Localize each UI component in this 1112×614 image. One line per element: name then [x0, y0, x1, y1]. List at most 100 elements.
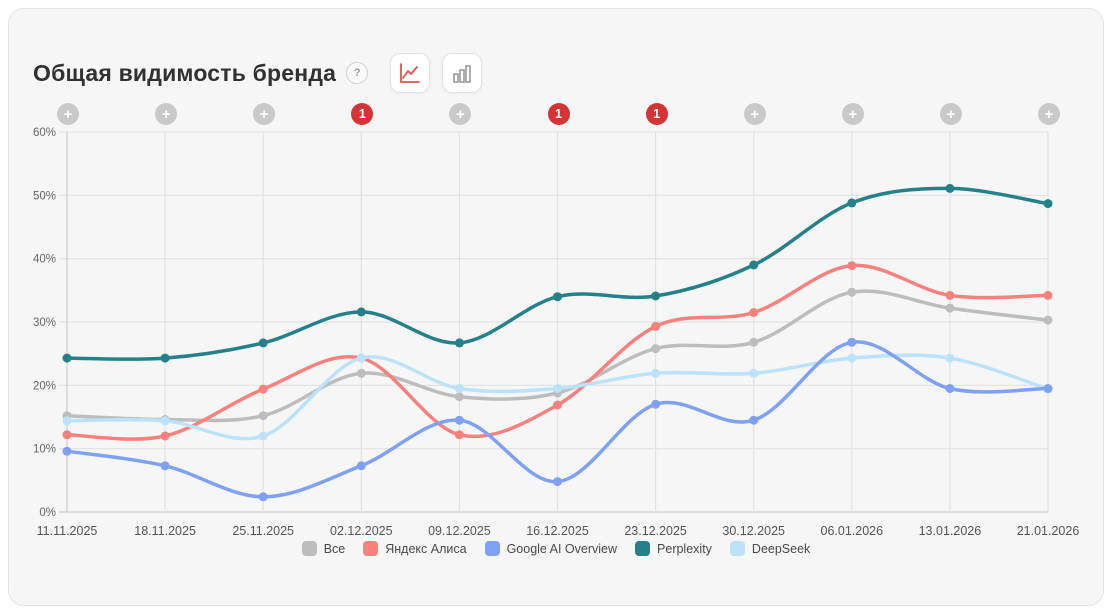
data-point-DeepSeek[interactable]: [847, 353, 857, 363]
data-point-Google AI Overview[interactable]: [62, 446, 72, 456]
x-axis-date-label: 11.11.2025: [37, 524, 98, 538]
x-axis-date-label: 09.12.2025: [428, 524, 491, 538]
y-tick-label: 40%: [33, 254, 56, 266]
event-count-badge[interactable]: 1: [547, 103, 570, 125]
data-point-Яндекс Алиса[interactable]: [258, 384, 268, 394]
add-annotation-button[interactable]: +: [449, 103, 472, 125]
legend-swatch: [363, 541, 379, 556]
legend-swatch: [301, 541, 317, 556]
data-point-Perplexity[interactable]: [160, 353, 170, 363]
chart-legend: Все Яндекс Алиса Google AI Overview Perplex…: [0, 541, 1112, 556]
legend-item-Все[interactable]: Все: [301, 541, 346, 556]
data-point-Все[interactable]: [454, 392, 464, 402]
data-point-Яндекс Алиса[interactable]: [651, 321, 661, 331]
data-point-Google AI Overview[interactable]: [553, 477, 562, 487]
data-point-Google AI Overview[interactable]: [258, 492, 268, 502]
y-tick-label: 50%: [33, 190, 56, 202]
y-tick-label: 60%: [33, 127, 56, 139]
data-point-Google AI Overview[interactable]: [651, 399, 661, 409]
data-point-Все[interactable]: [749, 337, 759, 347]
legend-label: DeepSeek: [751, 541, 811, 556]
data-point-Яндекс Алиса[interactable]: [553, 400, 562, 410]
data-point-Google AI Overview[interactable]: [945, 384, 955, 393]
legend-swatch: [729, 541, 745, 556]
data-point-DeepSeek[interactable]: [651, 368, 661, 378]
legend-item-Яндекс Алиса[interactable]: Яндекс Алиса: [363, 541, 467, 556]
data-point-DeepSeek[interactable]: [749, 368, 759, 378]
data-point-Perplexity[interactable]: [258, 338, 268, 348]
add-annotation-button[interactable]: +: [743, 103, 766, 125]
data-point-DeepSeek[interactable]: [945, 353, 955, 363]
data-point-DeepSeek[interactable]: [62, 416, 72, 426]
data-point-Все[interactable]: [945, 303, 955, 313]
legend-label: Яндекс Алиса: [385, 541, 467, 556]
x-axis-date-label: 30.12.2025: [722, 524, 785, 538]
data-point-Все[interactable]: [356, 368, 366, 378]
x-axis-date-label: 23.12.2025: [624, 524, 687, 538]
legend-swatch: [635, 541, 651, 556]
line-chart-toggle-button[interactable]: [390, 53, 431, 93]
legend-swatch: [484, 541, 500, 556]
data-point-DeepSeek[interactable]: [553, 384, 562, 393]
data-point-Perplexity[interactable]: [1043, 199, 1053, 209]
data-point-DeepSeek[interactable]: [258, 431, 268, 441]
data-point-Яндекс Алиса[interactable]: [749, 308, 759, 317]
legend-item-Perplexity[interactable]: Perplexity: [635, 541, 712, 556]
y-tick-label: 20%: [33, 380, 56, 392]
legend-label: Google AI Overview: [506, 541, 618, 556]
event-count-badge[interactable]: 1: [645, 103, 668, 125]
data-point-DeepSeek[interactable]: [356, 353, 366, 363]
x-axis-date-label: 06.01.2026: [821, 524, 884, 538]
bar-chart-toggle-button[interactable]: [442, 53, 483, 93]
page-title: Общая видимость бренда: [33, 59, 337, 86]
data-point-Perplexity[interactable]: [454, 338, 464, 348]
data-point-Perplexity[interactable]: [62, 353, 72, 363]
data-point-Яндекс Алиса[interactable]: [62, 430, 72, 440]
legend-label: Perplexity: [657, 541, 712, 556]
x-axis-date-label: 21.01.2026: [1017, 524, 1080, 538]
add-annotation-button[interactable]: +: [253, 103, 276, 125]
data-point-Google AI Overview[interactable]: [160, 461, 170, 471]
data-point-Все[interactable]: [651, 344, 661, 354]
event-count-badge[interactable]: 1: [351, 103, 374, 125]
add-annotation-button[interactable]: +: [841, 103, 864, 125]
y-tick-label: 10%: [33, 444, 56, 456]
x-axis-date-label: 18.11.2025: [134, 524, 196, 538]
data-point-Яндекс Алиса[interactable]: [160, 431, 170, 441]
data-point-Яндекс Алиса[interactable]: [454, 430, 464, 440]
data-point-Google AI Overview[interactable]: [454, 415, 464, 425]
add-annotation-button[interactable]: +: [1038, 103, 1060, 125]
x-axis-date-label: 25.11.2025: [232, 524, 294, 538]
help-icon[interactable]: ?: [346, 62, 369, 84]
data-point-Все[interactable]: [1043, 315, 1053, 325]
x-axis-date-label: 13.01.2026: [919, 524, 982, 538]
data-point-Все[interactable]: [847, 287, 857, 297]
legend-item-Google AI Overview[interactable]: Google AI Overview: [484, 541, 618, 556]
data-point-Google AI Overview[interactable]: [1043, 384, 1053, 393]
chart-card: Общая видимость бренда ? + + +1 +1 1 + + + +: [8, 8, 1104, 606]
data-point-Google AI Overview[interactable]: [847, 337, 857, 347]
legend-item-DeepSeek[interactable]: DeepSeek: [729, 541, 811, 556]
data-point-Perplexity[interactable]: [749, 260, 759, 270]
data-point-Perplexity[interactable]: [651, 291, 661, 301]
data-point-DeepSeek[interactable]: [454, 384, 464, 393]
data-point-Яндекс Алиса[interactable]: [847, 261, 857, 271]
line-chart-icon: [400, 63, 421, 83]
data-point-Perplexity[interactable]: [945, 183, 955, 193]
data-point-Perplexity[interactable]: [356, 307, 366, 317]
legend-label: Все: [323, 541, 346, 556]
data-point-Все[interactable]: [258, 411, 268, 421]
data-point-Perplexity[interactable]: [847, 198, 857, 208]
x-axis-date-label: 02.12.2025: [330, 524, 393, 538]
data-point-Google AI Overview[interactable]: [356, 461, 366, 471]
add-annotation-button[interactable]: +: [939, 103, 962, 125]
data-point-Яндекс Алиса[interactable]: [945, 290, 955, 300]
data-point-DeepSeek[interactable]: [160, 416, 170, 426]
data-point-Яндекс Алиса[interactable]: [1043, 290, 1053, 300]
add-annotation-button[interactable]: +: [155, 103, 178, 125]
data-point-Perplexity[interactable]: [553, 292, 562, 302]
add-annotation-button[interactable]: +: [57, 103, 79, 125]
data-point-Google AI Overview[interactable]: [749, 415, 759, 425]
y-tick-label: 0%: [39, 507, 56, 519]
